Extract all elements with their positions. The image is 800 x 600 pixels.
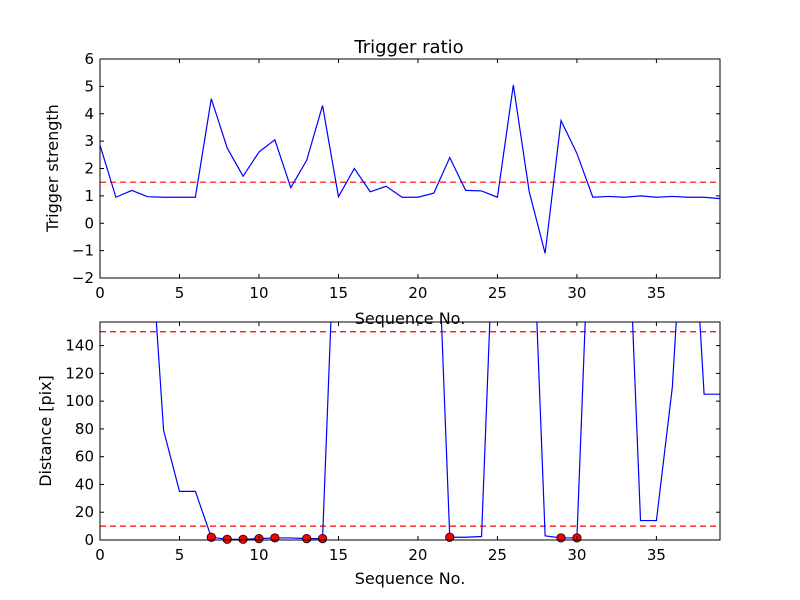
y-tick-label: 3 xyxy=(84,132,94,150)
y-tick-label: 60 xyxy=(75,448,94,466)
x-tick-label: 0 xyxy=(95,546,105,564)
top-chart-title: Trigger ratio xyxy=(353,37,463,58)
x-tick-label: 5 xyxy=(175,284,185,302)
y-tick-label: 0 xyxy=(84,214,94,232)
y-tick-label: 100 xyxy=(65,392,94,410)
data-point xyxy=(222,534,232,544)
data-point xyxy=(556,533,566,543)
x-tick-label: 35 xyxy=(647,284,666,302)
y-tick-label: 80 xyxy=(75,420,94,438)
y-tick-label: 4 xyxy=(84,105,94,123)
bottom-chart: 0 5 10 15 20 25 30 35 0 20 40 60 80 100 120 140 xyxy=(65,321,721,564)
data-point xyxy=(445,532,455,542)
x-tick-label: 0 xyxy=(95,284,105,302)
y-tick-label: 6 xyxy=(84,50,94,68)
data-point xyxy=(270,533,280,543)
x-tick-label: 20 xyxy=(408,284,427,302)
x-tick-label: 20 xyxy=(408,546,427,564)
y-tick-label: 5 xyxy=(84,77,94,95)
x-tick-label: 30 xyxy=(567,284,586,302)
x-tick-label: 15 xyxy=(329,546,348,564)
bottom-y-axis-label: Distance [pix] xyxy=(36,375,55,487)
x-tick-label: 25 xyxy=(488,546,507,564)
plot-frame xyxy=(99,321,721,541)
data-point xyxy=(317,534,328,544)
plot-area xyxy=(100,322,720,540)
x-tick-label: 30 xyxy=(567,546,586,564)
y-tick-label: 140 xyxy=(65,337,94,355)
series-line-0 xyxy=(100,84,720,254)
plot-area xyxy=(100,59,720,278)
top-y-axis-label: Trigger strength xyxy=(43,104,62,233)
y-tick-label: −2 xyxy=(72,269,94,287)
data-point xyxy=(302,534,312,544)
y-tick-label: 1 xyxy=(84,187,94,205)
y-tick-label: 40 xyxy=(75,475,94,493)
data-point xyxy=(206,532,216,542)
x-tick-label: 25 xyxy=(488,284,507,302)
top-chart: 0 5 10 15 20 25 30 35 −2 −1 0 1 2 3 4 5 6 xyxy=(72,50,721,302)
y-tick-label: 2 xyxy=(84,160,94,178)
x-tick-label: 35 xyxy=(647,546,666,564)
y-tick-label: −1 xyxy=(72,242,94,260)
bottom-x-axis-label: Sequence No. xyxy=(355,569,466,588)
y-tick-label: 20 xyxy=(75,503,94,521)
x-tick-label: 5 xyxy=(175,546,185,564)
y-tick-label: 0 xyxy=(84,531,94,549)
y-tick-label: 120 xyxy=(65,364,94,382)
data-point xyxy=(238,534,248,544)
x-tick-label: 10 xyxy=(249,546,268,564)
x-tick-label: 10 xyxy=(249,284,268,302)
x-tick-label: 15 xyxy=(329,284,348,302)
top-x-axis-label: Sequence No. xyxy=(355,309,466,328)
